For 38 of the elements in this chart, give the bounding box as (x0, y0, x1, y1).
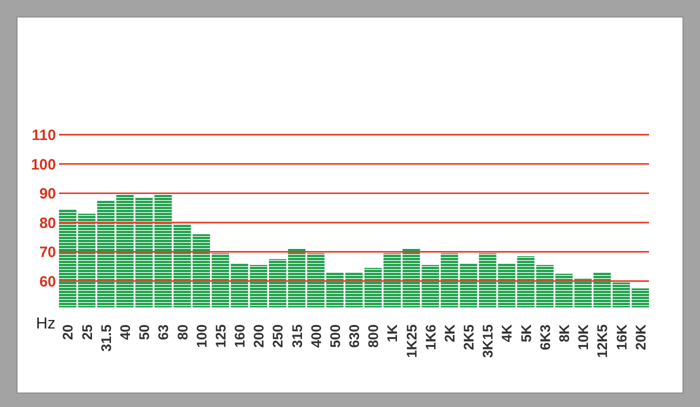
y-tick-label: 110 (32, 127, 56, 144)
x-tick-label: 400 (308, 324, 324, 348)
x-tick-label: 250 (270, 324, 286, 348)
y-tick-label: 80 (39, 214, 56, 232)
x-tick-label: 200 (250, 324, 267, 348)
x-tick-label: 1K6 (422, 324, 438, 350)
x-tick-label: 5K (518, 324, 534, 342)
x-tick-label: 4K (498, 324, 515, 342)
x-tick-label: 40 (116, 324, 133, 340)
x-tick-label: 6K3 (536, 324, 553, 350)
x-tick-label: 20K (632, 324, 648, 350)
x-tick-label: 100 (193, 324, 210, 348)
x-tick-label: 160 (232, 324, 248, 348)
x-tick-label: 16K (613, 324, 630, 350)
x-tick-label: 8K (556, 324, 572, 342)
x-tick-label: 80 (174, 324, 190, 340)
x-tick-label: 315 (288, 324, 305, 348)
x-tick-label: 2K (441, 324, 458, 342)
x-tick-label: 25 (78, 324, 95, 340)
x-tick-label: 12K5 (594, 324, 610, 358)
x-tick-label: 31.5 (98, 324, 114, 352)
x-tick-label: 50 (136, 324, 152, 340)
x-tick-label: 63 (155, 324, 172, 340)
x-axis-title: Hz (36, 315, 56, 332)
x-tick-label: 3K15 (480, 324, 496, 358)
y-tick-label: 60 (39, 273, 56, 290)
x-tick-label: 800 (365, 324, 382, 348)
x-tick-label: 20 (60, 324, 76, 340)
x-tick-label: 2K5 (460, 324, 477, 350)
x-tick-label: 10K (575, 324, 592, 350)
x-tick-label: 630 (346, 324, 362, 348)
x-tick-label: 125 (212, 324, 228, 348)
x-tick-label: 500 (326, 324, 343, 348)
y-tick-label: 70 (39, 244, 56, 262)
x-tick-label: 1K (384, 324, 400, 342)
y-tick-label: 100 (30, 156, 56, 174)
y-tick-label: 90 (39, 186, 56, 203)
x-tick-label: 1K25 (403, 324, 420, 358)
